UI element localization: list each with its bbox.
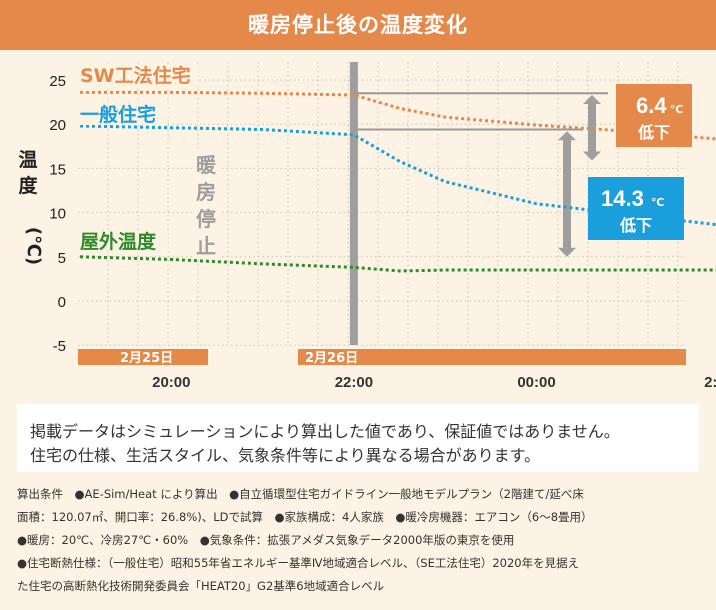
- sw-drop-value: 6.4: [636, 93, 667, 118]
- disclaimer-box: [17, 404, 699, 472]
- x-tick-label: 20:00: [152, 374, 190, 391]
- title-bar: 暖房停止後の温度変化: [0, 0, 716, 50]
- heating-stop-bar: [349, 62, 358, 345]
- sw-drop-arrow: [583, 95, 601, 161]
- ippan-drop-callout: [588, 177, 684, 240]
- x-tick-label: 00:00: [517, 374, 555, 391]
- temperature-chart: 25 20 15 10 5 0 -5 温度 (℃) 2月25日 2月26日 20:00 22:00 00:…: [18, 62, 716, 391]
- heating-stop-label: 暖: [196, 153, 217, 177]
- sw-drop-unit: ℃: [670, 103, 683, 116]
- series-label-bg: [76, 230, 168, 252]
- y-tick-label: 0: [58, 294, 66, 311]
- date-band: [298, 349, 686, 365]
- conditions-line: 算出条件 ●AE-Sim/Heat により算出 ●自立循環型住宅ガイドライン一般…: [17, 487, 584, 501]
- y-axis-label: (℃): [23, 227, 44, 265]
- y-tick-label: 15: [49, 161, 66, 178]
- date-band-label: 2月26日: [305, 351, 358, 366]
- ippan-drop-unit: ℃: [651, 196, 664, 209]
- series-label: SW工法住宅: [80, 64, 191, 87]
- disclaimer-line: 掲載データはシミュレーションにより算出した値であり、保証値ではありません。: [30, 422, 620, 441]
- heating-stop-label-bg: [193, 150, 219, 260]
- conditions-line: ●住宅断熱仕様：（一般住宅）昭和55年省エネルギー基準Ⅳ地域適合レベル、（SE工…: [17, 556, 580, 570]
- x-tick-label: 2:00: [704, 374, 716, 391]
- series-label-bg: [76, 64, 198, 86]
- date-band-label: 2月25日: [120, 351, 173, 366]
- sw-drop-sub: 低下: [637, 123, 670, 142]
- ippan-drop-arrow: [558, 131, 576, 257]
- y-axis-label: 温: [18, 149, 37, 171]
- series-label-bg: [76, 103, 168, 125]
- series-label: 屋外温度: [80, 230, 157, 253]
- conditions-line: ●暖房：20℃、冷房27℃・60% ●気象条件：拡張アメダス気象データ2000年…: [17, 533, 515, 547]
- heating-stop-label: 房: [196, 180, 216, 204]
- y-tick-label: 25: [49, 73, 66, 90]
- plot-area: [78, 62, 686, 345]
- chart-title: 暖房停止後の温度変化: [248, 13, 468, 37]
- date-band: [78, 349, 208, 365]
- heating-stop-label: 停: [196, 207, 216, 231]
- sw-drop-callout: [616, 84, 692, 147]
- disclaimer-line: 住宅の仕様、生活スタイル、気象条件等により異なる場合があります。: [30, 446, 541, 465]
- x-tick-label: 22:00: [335, 374, 373, 391]
- series-label: 一般住宅: [80, 103, 156, 126]
- y-tick-label: 10: [49, 206, 66, 223]
- ippan-drop-sub: 低下: [619, 216, 652, 235]
- y-tick-label: -5: [53, 338, 66, 355]
- conditions-line: た住宅の高断熱化技術開発委員会「HEAT20」G2基準6地域適合レベル: [17, 579, 385, 593]
- y-tick-label: 5: [58, 250, 66, 267]
- ippan-drop-value: 14.3: [601, 186, 644, 211]
- y-tick-label: 20: [49, 117, 66, 134]
- y-axis-label: 度: [18, 174, 38, 197]
- conditions-line: 面積：120.07㎡、開口率：26.8%)、LDで試算 ●家族構成：4人家族 ●…: [17, 510, 593, 524]
- heating-stop-label: 止: [196, 234, 216, 258]
